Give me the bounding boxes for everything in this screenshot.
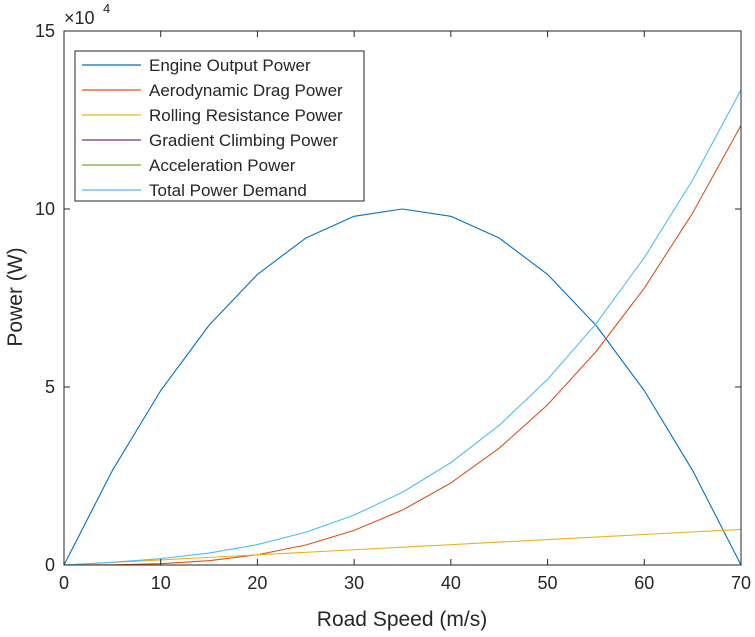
y-tick-label: 5 bbox=[45, 377, 55, 397]
x-tick-label: 60 bbox=[634, 573, 654, 593]
x-tick-label: 70 bbox=[731, 573, 751, 593]
axes-box bbox=[63, 30, 742, 566]
legend-box bbox=[74, 50, 365, 202]
x-tick-label: 10 bbox=[151, 573, 171, 593]
x-tick-label: 40 bbox=[441, 573, 461, 593]
svg-text:×10: ×10 bbox=[64, 8, 95, 28]
x-tick-label: 50 bbox=[538, 573, 558, 593]
series-line-2 bbox=[63, 528, 742, 566]
axes-layer: 0 10 20 30 40 50 60 70 0 5 10 15 bbox=[35, 21, 751, 593]
y-tick-label: 15 bbox=[35, 21, 55, 41]
legend-label-0: Engine Output Power bbox=[149, 56, 311, 75]
x-tick-label: 20 bbox=[247, 573, 267, 593]
x-axis-label: Road Speed (m/s) bbox=[317, 608, 487, 631]
y-exponent-base: 10 bbox=[75, 8, 95, 28]
series-line-1 bbox=[63, 125, 742, 566]
y-exponent-label: ×10 4 bbox=[64, 1, 110, 28]
y-exponent-prefix: × bbox=[64, 8, 75, 28]
legend-label-4: Acceleration Power bbox=[149, 156, 296, 175]
series-line-0 bbox=[63, 208, 742, 566]
y-tick-label: 10 bbox=[35, 199, 55, 219]
x-tick-label: 0 bbox=[59, 573, 69, 593]
legend: Engine Output Power Aerodynamic Drag Powe… bbox=[74, 50, 365, 202]
x-tick-label: 30 bbox=[344, 573, 364, 593]
legend-label-5: Total Power Demand bbox=[149, 181, 307, 200]
y-exponent-power: 4 bbox=[103, 1, 110, 16]
legend-label-3: Gradient Climbing Power bbox=[149, 131, 338, 150]
legend-label-1: Aerodynamic Drag Power bbox=[149, 81, 343, 100]
series-line-5 bbox=[63, 89, 742, 566]
y-tick-label: 0 bbox=[45, 555, 55, 575]
y-axis-label: Power (W) bbox=[4, 247, 27, 346]
legend-label-2: Rolling Resistance Power bbox=[149, 106, 343, 125]
